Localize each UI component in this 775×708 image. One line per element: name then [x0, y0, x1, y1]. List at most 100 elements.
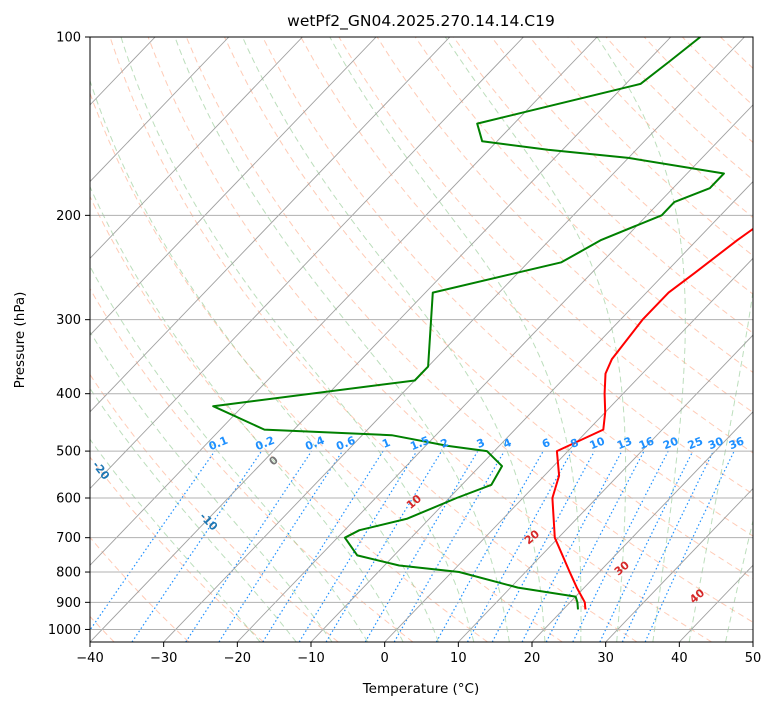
dry-adiabat-label: -30 — [0, 408, 16, 432]
y-tick-label: 700 — [56, 531, 81, 546]
moist-adiabat-label: 30 — [612, 558, 632, 578]
x-tick-label: 50 — [745, 651, 762, 666]
dry-adiabat-line — [262, 37, 753, 537]
moist-adiabat-line — [242, 37, 546, 642]
dry-adiabat-line — [90, 195, 488, 642]
mixing-ratio-label: 16 — [637, 434, 656, 452]
dry-adiabat-line — [147, 37, 712, 642]
mixing-ratio-label: 6 — [540, 436, 552, 451]
isotherm-line — [90, 37, 672, 642]
moist-adiabat-line — [90, 438, 261, 642]
x-tick-label: −10 — [297, 651, 324, 666]
y-tick-label: 1000 — [48, 623, 81, 638]
dry-adiabat-label: -20 — [90, 459, 113, 483]
dry-adiabat-line — [376, 37, 753, 413]
moist-adiabat-label: 0 — [267, 453, 281, 468]
dry-adiabat-line — [300, 37, 753, 495]
chart-title: wetPf2_GN04.2025.270.14.14.C19 — [287, 12, 555, 31]
dry-adiabat-line — [452, 37, 753, 334]
mixing-ratio-label: 3 — [475, 436, 487, 451]
moist-adiabat-line — [90, 265, 369, 642]
y-axis-label: Pressure (hPa) — [12, 292, 28, 389]
dry-adiabat-line — [90, 456, 264, 642]
moist-adiabat-label: 10 — [404, 492, 424, 512]
mixing-ratio-line — [644, 450, 735, 642]
x-tick-label: 10 — [450, 651, 467, 666]
isotherm-line — [310, 180, 753, 642]
y-tick-label: 200 — [56, 209, 81, 224]
dry-adiabat-line — [185, 37, 753, 623]
y-tick-label: 600 — [56, 492, 81, 507]
mixing-ratio-line — [621, 450, 714, 642]
x-tick-label: 0 — [381, 651, 389, 666]
moist-adiabat-line — [725, 518, 753, 642]
isotherm-line — [90, 37, 598, 566]
mixing-ratio-line — [218, 450, 343, 642]
dry-adiabat-line — [720, 37, 753, 69]
dry-adiabat-line — [414, 37, 753, 374]
moist-adiabat-line — [688, 288, 753, 642]
mixing-ratio-label: 1.5 — [408, 434, 431, 453]
moist-adiabat-line — [90, 387, 297, 642]
y-tick-label: 400 — [56, 387, 81, 402]
dewpoint-profile — [212, 37, 725, 610]
dry-adiabat-line — [90, 91, 563, 642]
mixing-ratio-label: 4 — [501, 436, 513, 451]
profiles — [212, 37, 753, 610]
mixing-ratio-line — [545, 450, 645, 642]
isotherm-line — [605, 487, 753, 642]
mixing-ratio-line — [298, 450, 418, 642]
moist-adiabat-label: 20 — [522, 527, 542, 547]
y-tick-label: 500 — [56, 445, 81, 460]
mixing-ratio-label: 10 — [588, 434, 607, 452]
mixing-ratio-label: 0.6 — [334, 434, 357, 453]
x-tick-label: 20 — [524, 651, 541, 666]
isotherm-line — [90, 37, 230, 183]
moist-adiabat-line — [596, 37, 686, 642]
mixing-ratio-label: 0.2 — [254, 434, 277, 453]
dry-adiabat-line — [90, 287, 414, 642]
dry-adiabat-line — [567, 37, 753, 219]
line-labels: -100-90-80-70-60-50-40-30-20-100.10.20.4… — [0, 408, 746, 606]
moist-adiabats — [90, 37, 753, 642]
mixing-ratio-line — [185, 450, 313, 642]
mixing-ratio-label: 2 — [439, 436, 451, 451]
mixing-ratio-label: 36 — [727, 434, 746, 452]
isotherm-line — [752, 641, 753, 642]
isotherms — [0, 37, 753, 642]
y-tick-label: 900 — [56, 596, 81, 611]
mixing-ratio-label: 25 — [686, 435, 705, 453]
mixing-ratio-label: 13 — [615, 435, 634, 453]
mixing-ratio-label: 20 — [661, 434, 680, 452]
isotherm-line — [531, 411, 753, 642]
temperature-profile — [551, 227, 753, 610]
mixing-ratio-label: 8 — [569, 436, 581, 451]
mixing-ratio-line — [466, 450, 573, 642]
moist-adiabat-line — [90, 330, 333, 642]
moist-adiabat-label: 40 — [687, 586, 707, 606]
pressure-gridlines — [90, 37, 753, 630]
mixing-ratio-line — [364, 450, 479, 642]
isotherm-line — [163, 37, 745, 642]
y-tick-label: 800 — [56, 566, 81, 581]
dry-adiabat-label: -10 — [197, 510, 220, 534]
plot-area: -100-90-80-70-60-50-40-30-20-100.10.20.4… — [0, 37, 753, 642]
x-tick-label: 40 — [671, 651, 688, 666]
dry-adiabat-line — [605, 37, 753, 181]
x-tick-label: 30 — [597, 651, 614, 666]
mixing-ratio-line — [393, 450, 505, 642]
isotherm-line — [0, 37, 8, 642]
isotherm-line — [90, 37, 451, 413]
x-tick-label: −20 — [224, 651, 251, 666]
moist-adiabat-line — [90, 79, 439, 642]
y-tick-label: 100 — [56, 31, 81, 46]
dry-adiabat-line — [643, 37, 753, 144]
moist-adiabat-line — [174, 37, 510, 642]
dry-adiabat-line — [681, 37, 753, 106]
mixing-ratio-label: 1 — [380, 436, 392, 451]
dry-adiabats — [90, 37, 753, 642]
mixing-ratio-line — [325, 450, 443, 642]
mixing-ratio-line — [262, 450, 384, 642]
mixing-ratio-label: 30 — [706, 434, 725, 452]
